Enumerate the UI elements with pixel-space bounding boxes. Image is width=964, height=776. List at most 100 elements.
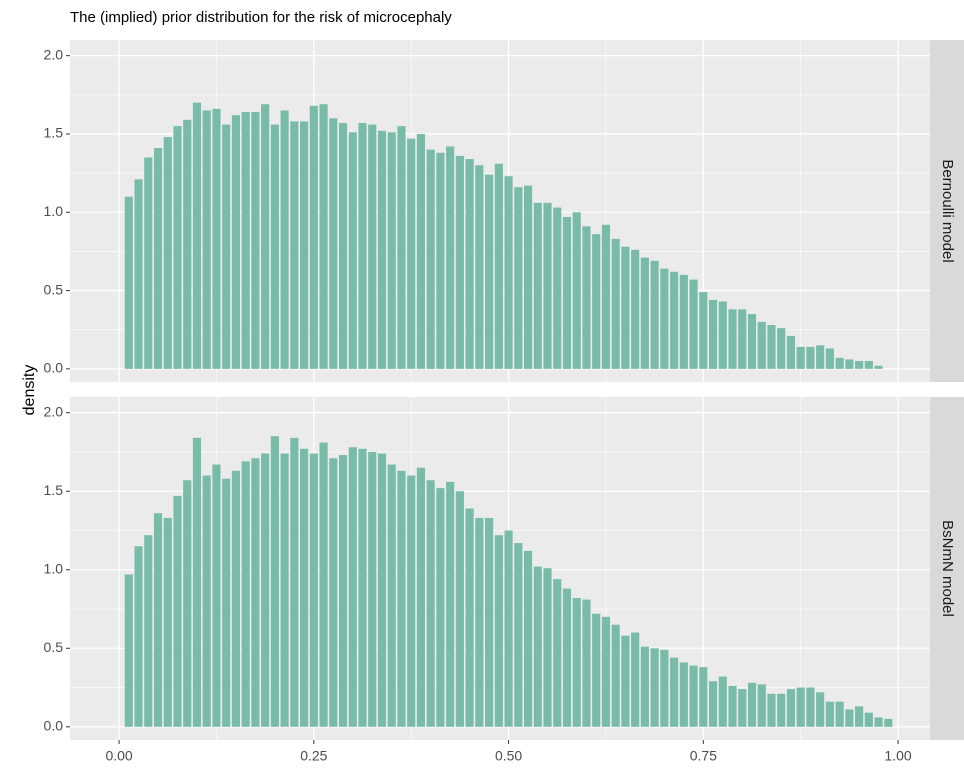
- bar: [757, 684, 766, 727]
- bar: [543, 202, 552, 369]
- bar: [300, 121, 309, 369]
- bar: [786, 689, 796, 727]
- bar: [699, 292, 708, 369]
- strip-label: BsNmN model: [939, 520, 956, 617]
- bar: [689, 665, 698, 727]
- bar: [397, 470, 406, 727]
- bar: [718, 676, 727, 727]
- y-tick-label: 2.0: [44, 403, 64, 419]
- bar: [368, 451, 377, 727]
- bar: [747, 314, 757, 369]
- bar: [825, 348, 834, 369]
- y-tick-label: 1.5: [44, 482, 64, 498]
- bar: [601, 616, 611, 727]
- bar: [280, 110, 289, 369]
- bar: [436, 152, 445, 369]
- bar: [572, 212, 581, 369]
- bar: [796, 687, 805, 727]
- bar: [845, 709, 854, 727]
- bar: [601, 224, 611, 369]
- bar: [747, 682, 757, 727]
- x-tick-label: 0.00: [105, 748, 132, 764]
- bar: [163, 517, 172, 727]
- bar: [475, 517, 484, 727]
- bar: [465, 159, 474, 369]
- bar: [660, 268, 669, 369]
- bar: [270, 124, 279, 369]
- bar: [806, 346, 815, 369]
- bar: [874, 717, 883, 727]
- bar: [407, 475, 416, 727]
- bar: [777, 328, 786, 369]
- bar: [319, 442, 328, 727]
- bar: [650, 260, 659, 369]
- bar: [699, 667, 708, 727]
- bar: [533, 566, 542, 727]
- strip-label: Bernoulli model: [939, 159, 956, 262]
- bar: [446, 481, 455, 727]
- bar: [767, 325, 776, 369]
- bar: [475, 165, 484, 369]
- bar: [660, 649, 669, 727]
- bar: [621, 635, 630, 727]
- x-tick-label: 0.25: [300, 748, 327, 764]
- bar: [592, 613, 601, 727]
- bar: [708, 299, 718, 369]
- bar: [806, 687, 815, 727]
- bar: [173, 126, 182, 369]
- bar: [222, 124, 231, 369]
- y-tick-label: 0.0: [44, 360, 64, 376]
- bar: [338, 455, 348, 727]
- bar: [650, 648, 659, 727]
- bar: [845, 359, 854, 369]
- bar: [329, 458, 338, 727]
- y-tick-label: 1.0: [44, 560, 64, 576]
- bar: [192, 437, 202, 727]
- bar: [494, 535, 503, 727]
- y-tick-label: 0.0: [44, 718, 64, 734]
- bar: [455, 491, 464, 727]
- x-tick-label: 0.50: [495, 748, 522, 764]
- x-tick-label: 0.75: [690, 748, 717, 764]
- bar: [222, 478, 231, 727]
- bar: [514, 543, 523, 727]
- bar: [407, 138, 416, 369]
- bar: [173, 495, 182, 727]
- bar: [163, 137, 172, 369]
- bar: [835, 357, 844, 369]
- bar: [134, 546, 143, 727]
- bar: [153, 513, 163, 727]
- bar: [553, 579, 562, 727]
- bar: [416, 133, 426, 369]
- bar: [300, 448, 309, 727]
- bar: [708, 681, 718, 727]
- bar: [251, 112, 260, 369]
- bar: [261, 453, 270, 727]
- bar: [377, 453, 387, 727]
- y-tick-label: 1.5: [44, 125, 64, 141]
- bar: [631, 249, 640, 369]
- bar: [728, 309, 737, 369]
- bar: [621, 246, 630, 369]
- bar: [261, 104, 270, 369]
- bar: [290, 121, 299, 369]
- bar: [562, 588, 572, 727]
- bar: [309, 105, 318, 369]
- bar: [348, 132, 357, 369]
- bar: [426, 149, 435, 369]
- bar: [212, 108, 221, 369]
- bar: [670, 657, 679, 727]
- bar: [679, 662, 688, 727]
- bar: [319, 104, 328, 369]
- bar: [816, 692, 825, 727]
- bar: [874, 365, 883, 369]
- bar: [835, 701, 844, 727]
- bar: [523, 185, 533, 369]
- bar: [611, 624, 620, 727]
- bar: [855, 361, 864, 369]
- bar: [825, 701, 834, 727]
- bar: [183, 480, 192, 727]
- bar: [202, 475, 211, 727]
- bar: [280, 453, 289, 727]
